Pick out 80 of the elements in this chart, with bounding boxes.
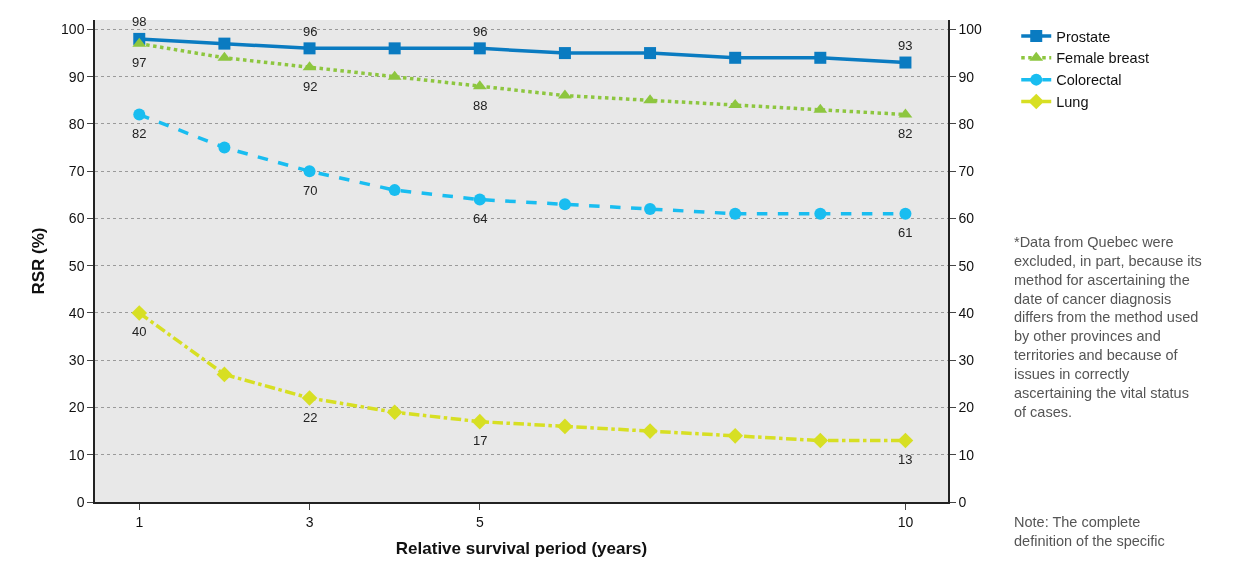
point xyxy=(644,47,657,60)
y-tick-label: 20 xyxy=(68,399,85,416)
point xyxy=(729,207,742,220)
point xyxy=(216,366,233,383)
y-tick-label: 70 xyxy=(68,163,85,180)
point xyxy=(899,56,912,69)
data-label: 64 xyxy=(473,211,488,226)
data-label: 88 xyxy=(473,98,488,113)
point xyxy=(218,37,231,50)
y2-tick-label: 20 xyxy=(958,399,975,416)
point xyxy=(301,390,318,406)
point xyxy=(303,165,316,178)
x-tick-label: 3 xyxy=(305,513,314,530)
point xyxy=(814,207,827,220)
point xyxy=(812,432,829,449)
y-axis-title: RSR (%) xyxy=(29,227,49,295)
x-axis-title: Relative survival period (years) xyxy=(395,539,648,559)
y-tick-label: 10 xyxy=(68,446,85,463)
y2-tick-label: 10 xyxy=(958,446,975,463)
point xyxy=(473,42,486,55)
x-tick-label: 5 xyxy=(475,513,484,530)
data-label: 93 xyxy=(898,38,913,53)
point xyxy=(557,418,573,435)
point xyxy=(642,423,658,439)
x-tick-label: 10 xyxy=(897,513,914,530)
point xyxy=(644,203,657,216)
y-tick-label: 60 xyxy=(68,210,85,227)
point xyxy=(729,51,742,64)
point xyxy=(218,141,231,154)
y2-tick-label: 80 xyxy=(958,115,975,132)
point xyxy=(303,42,316,55)
point xyxy=(643,94,657,104)
data-label: 92 xyxy=(303,79,318,94)
point xyxy=(131,305,148,321)
data-label: 96 xyxy=(303,24,318,39)
data-label: 13 xyxy=(898,452,913,467)
y-tick-label: 30 xyxy=(68,352,85,369)
point xyxy=(471,413,488,430)
y-tick-label: 90 xyxy=(68,68,85,85)
point xyxy=(558,47,571,60)
text: *Data from Quebec were excluded, in part, because its method for ascertaining the date of cancer diagnosis differs from the method used by other provinces and territories and because of issues in correctly ascertaining the vital status of cases. xyxy=(1014,234,1202,420)
point xyxy=(814,51,827,64)
legend-label: Lung xyxy=(1056,94,1089,111)
data-label: 22 xyxy=(303,410,318,425)
point xyxy=(386,404,403,421)
legend-label: Colorectal xyxy=(1056,72,1122,89)
data-label: 98 xyxy=(132,14,147,29)
data-label: 82 xyxy=(132,126,147,141)
point xyxy=(558,198,571,211)
point xyxy=(897,432,914,449)
x-tick-label: 1 xyxy=(135,513,144,530)
point xyxy=(899,207,912,220)
y-tick-label: 100 xyxy=(61,21,85,38)
data-label: 70 xyxy=(303,183,318,198)
data-label: 97 xyxy=(132,55,147,70)
data-label: 17 xyxy=(473,433,488,448)
point xyxy=(388,42,401,55)
data-label: 82 xyxy=(898,126,913,141)
y-tick-label: 80 xyxy=(68,115,85,132)
y-tick-label: 40 xyxy=(68,304,85,321)
y2-tick-label: 60 xyxy=(958,210,975,227)
point xyxy=(473,193,486,206)
point xyxy=(727,428,743,444)
data-label: 96 xyxy=(473,24,488,39)
data-label: 61 xyxy=(898,225,913,240)
point xyxy=(133,108,146,121)
y2-tick-label: 40 xyxy=(958,304,975,321)
y-tick-label: 50 xyxy=(68,257,85,274)
y2-tick-label: 90 xyxy=(958,68,975,85)
y2-tick-label: 30 xyxy=(958,352,975,369)
y2-tick-label: 0 xyxy=(958,493,967,510)
y-tick-label: 0 xyxy=(76,493,85,510)
data-label: 40 xyxy=(132,324,147,339)
text: Note: The complete definition of the specific xyxy=(1014,514,1165,549)
y2-tick-label: 70 xyxy=(958,163,975,180)
point xyxy=(388,184,401,197)
y2-tick-label: 50 xyxy=(958,257,975,274)
legend-label: Female breast xyxy=(1056,50,1149,67)
legend-label: Prostate xyxy=(1056,28,1111,45)
y2-tick-label: 100 xyxy=(958,21,983,38)
